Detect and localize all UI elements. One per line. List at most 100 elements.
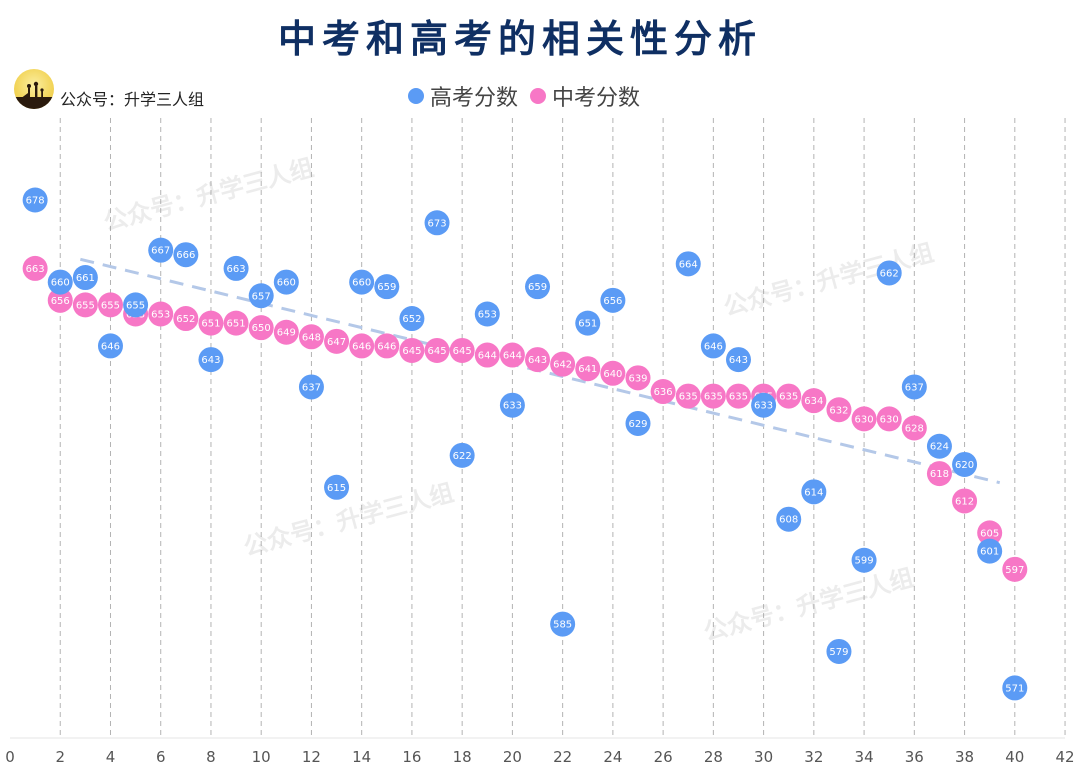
zhongkao-point[interactable]: 640 — [600, 360, 626, 386]
gaokao-point[interactable]: 656 — [600, 287, 626, 313]
svg-text:652: 652 — [402, 314, 421, 325]
svg-text:615: 615 — [327, 483, 346, 494]
gaokao-point[interactable]: 661 — [72, 265, 98, 291]
gaokao-point[interactable]: 633 — [751, 392, 777, 418]
svg-text:655: 655 — [101, 300, 120, 311]
gaokao-point[interactable]: 678 — [22, 187, 48, 213]
svg-text:650: 650 — [252, 323, 271, 334]
gaokao-point[interactable]: 622 — [449, 442, 475, 468]
zhongkao-point[interactable]: 645 — [424, 337, 450, 363]
zhongkao-point[interactable]: 646 — [349, 333, 375, 359]
zhongkao-point[interactable]: 642 — [550, 351, 576, 377]
zhongkao-point[interactable]: 649 — [273, 319, 299, 345]
zhongkao-point[interactable]: 630 — [851, 406, 877, 432]
gaokao-point[interactable]: 633 — [499, 392, 525, 418]
legend-item-zhongkao[interactable]: 中考分数 — [530, 80, 640, 112]
gaokao-point[interactable]: 660 — [273, 269, 299, 295]
gaokao-point[interactable]: 653 — [474, 301, 500, 327]
gaokao-point[interactable]: 624 — [926, 433, 952, 459]
gaokao-point[interactable]: 660 — [349, 269, 375, 295]
zhongkao-point[interactable]: 618 — [926, 461, 952, 487]
x-tick-label: 20 — [503, 748, 522, 766]
gaokao-point[interactable]: 629 — [625, 410, 651, 436]
zhongkao-point[interactable]: 656 — [47, 287, 73, 313]
gaokao-point[interactable]: 666 — [173, 242, 199, 268]
x-tick-label: 8 — [206, 748, 216, 766]
zhongkao-point[interactable]: 635 — [776, 383, 802, 409]
gaokao-point[interactable]: 608 — [776, 506, 802, 532]
svg-text:659: 659 — [377, 282, 396, 293]
gaokao-point[interactable]: 620 — [952, 451, 978, 477]
zhongkao-point[interactable]: 635 — [700, 383, 726, 409]
zhongkao-point[interactable]: 597 — [1002, 556, 1028, 582]
series-zhongkao: 663 656 655 655 653 653 652 651 651 650 649 648 647 6… — [22, 255, 1028, 582]
zhongkao-point[interactable]: 645 — [399, 337, 425, 363]
svg-text:663: 663 — [227, 264, 246, 275]
gaokao-point[interactable]: 637 — [298, 374, 324, 400]
gaokao-point[interactable]: 646 — [700, 333, 726, 359]
zhongkao-point[interactable]: 605 — [977, 520, 1003, 546]
gaokao-point[interactable]: 660 — [47, 269, 73, 295]
gaokao-point[interactable]: 651 — [575, 310, 601, 336]
zhongkao-point[interactable]: 643 — [525, 347, 551, 373]
zhongkao-point[interactable]: 647 — [324, 328, 350, 354]
svg-text:636: 636 — [654, 387, 673, 398]
zhongkao-point[interactable]: 644 — [499, 342, 525, 368]
gaokao-point[interactable]: 637 — [901, 374, 927, 400]
gaokao-point[interactable]: 579 — [826, 638, 852, 664]
zhongkao-point[interactable]: 648 — [298, 324, 324, 350]
gaokao-point[interactable]: 614 — [801, 479, 827, 505]
zhongkao-point[interactable]: 650 — [248, 315, 274, 341]
svg-text:657: 657 — [252, 291, 271, 302]
gaokao-point[interactable]: 664 — [675, 251, 701, 277]
zhongkao-point[interactable]: 651 — [223, 310, 249, 336]
svg-text:633: 633 — [754, 401, 773, 412]
brand-text: 公众号：升学三人组 — [60, 90, 205, 109]
svg-text:649: 649 — [277, 328, 296, 339]
zhongkao-point[interactable]: 630 — [876, 406, 902, 432]
gaokao-point[interactable]: 615 — [324, 474, 350, 500]
gaokao-point[interactable]: 643 — [725, 347, 751, 373]
gaokao-point[interactable]: 652 — [399, 306, 425, 332]
gaokao-point[interactable]: 663 — [223, 255, 249, 281]
gaokao-point[interactable]: 646 — [97, 333, 123, 359]
svg-text:635: 635 — [679, 392, 698, 403]
zhongkao-point[interactable]: 612 — [952, 488, 978, 514]
zhongkao-point[interactable]: 646 — [374, 333, 400, 359]
gaokao-point[interactable]: 662 — [876, 260, 902, 286]
zhongkao-point[interactable]: 663 — [22, 255, 48, 281]
gaokao-point[interactable]: 659 — [374, 274, 400, 300]
gaokao-point[interactable]: 601 — [977, 538, 1003, 564]
zhongkao-point[interactable]: 645 — [449, 337, 475, 363]
zhongkao-point[interactable]: 655 — [72, 292, 98, 318]
gaokao-point[interactable]: 667 — [148, 237, 174, 263]
zhongkao-point[interactable]: 635 — [725, 383, 751, 409]
zhongkao-point[interactable]: 634 — [801, 388, 827, 414]
zhongkao-point[interactable]: 636 — [650, 379, 676, 405]
gaokao-point[interactable]: 571 — [1002, 675, 1028, 701]
gaokao-point[interactable]: 657 — [248, 283, 274, 309]
svg-text:678: 678 — [26, 196, 45, 207]
gaokao-point[interactable]: 585 — [550, 611, 576, 637]
zhongkao-point[interactable]: 655 — [97, 292, 123, 318]
gaokao-point[interactable]: 659 — [525, 274, 551, 300]
zhongkao-point[interactable]: 639 — [625, 365, 651, 391]
svg-text:648: 648 — [302, 332, 321, 343]
zhongkao-point[interactable]: 653 — [148, 301, 174, 327]
legend-item-gaokao[interactable]: 高考分数 — [408, 80, 518, 112]
gaokao-point[interactable]: 673 — [424, 210, 450, 236]
zhongkao-point[interactable]: 652 — [173, 306, 199, 332]
x-tick-label: 14 — [352, 748, 371, 766]
gaokao-point[interactable]: 643 — [198, 347, 224, 373]
zhongkao-point[interactable]: 651 — [198, 310, 224, 336]
gaokao-point[interactable]: 599 — [851, 547, 877, 573]
zhongkao-point[interactable]: 635 — [675, 383, 701, 409]
gaokao-point[interactable]: 655 — [123, 292, 149, 318]
legend-dot-zhongkao-icon — [530, 88, 547, 104]
zhongkao-point[interactable]: 628 — [901, 415, 927, 441]
zhongkao-point[interactable]: 641 — [575, 356, 601, 382]
brand: 公众号：升学三人组 — [14, 68, 204, 110]
zhongkao-point[interactable]: 644 — [474, 342, 500, 368]
zhongkao-point[interactable]: 632 — [826, 397, 852, 423]
svg-text:653: 653 — [478, 310, 497, 321]
